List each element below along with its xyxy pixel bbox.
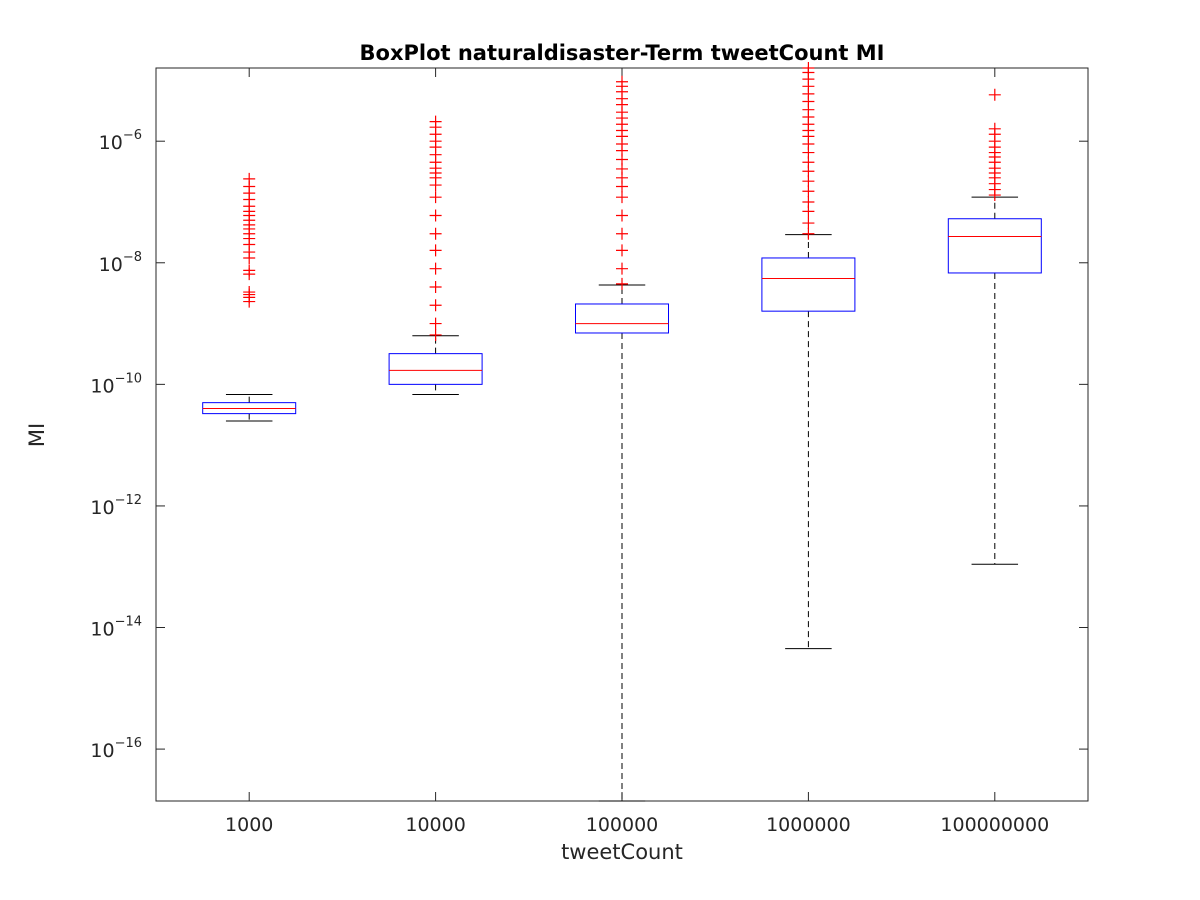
outlier-marker	[429, 328, 442, 341]
outlier-marker	[429, 317, 442, 330]
outlier-marker	[988, 122, 1001, 135]
outlier-marker	[616, 227, 628, 240]
box-iqr	[947, 218, 1042, 274]
y-tick-label: 10−14	[90, 615, 142, 641]
outlier-marker	[243, 264, 256, 277]
y-tick-label: 10−16	[90, 736, 142, 762]
outlier-marker	[616, 244, 628, 257]
outlier-marker	[616, 75, 628, 88]
outlier-marker	[616, 262, 628, 275]
outlier-marker	[802, 62, 815, 74]
outlier-marker	[429, 280, 442, 293]
outlier-marker	[429, 299, 442, 312]
outlier-marker	[243, 172, 256, 185]
box-group	[202, 172, 297, 422]
outlier-marker	[802, 185, 815, 198]
y-tick-label: 10−12	[90, 493, 142, 519]
x-tick-label: 100000000	[940, 814, 1049, 836]
axis-ticks: 10−16 10−14 10−12 10−10 10−8 10−6 1000 10000 100…	[90, 68, 1088, 836]
box-group	[388, 115, 483, 396]
outlier-marker	[616, 277, 628, 290]
x-tick-label: 1000000	[766, 814, 851, 836]
y-axis-label: MI	[25, 423, 49, 447]
outlier-marker	[616, 209, 628, 222]
outlier-marker	[429, 262, 442, 275]
outlier-marker	[802, 227, 815, 240]
x-axis-label: tweetCount	[561, 840, 683, 864]
outlier-marker	[429, 244, 442, 257]
box-series	[202, 62, 1042, 802]
box-iqr	[575, 303, 669, 334]
outlier-marker	[429, 191, 442, 204]
box-group	[575, 75, 669, 802]
chart-title: BoxPlot naturaldisaster-Term tweetCount …	[360, 41, 885, 65]
x-tick-label: 1000	[225, 814, 273, 836]
outlier-marker	[802, 195, 815, 208]
y-tick-label: 10−8	[99, 250, 142, 276]
outlier-marker	[802, 217, 815, 230]
x-tick-label: 100000	[586, 814, 659, 836]
box-group	[761, 62, 856, 650]
y-tick-label: 10−6	[99, 128, 142, 154]
box-group	[947, 88, 1042, 565]
box-iqr	[761, 257, 856, 312]
outlier-marker	[988, 88, 1001, 101]
y-tick-label: 10−10	[90, 371, 142, 397]
outlier-marker	[243, 286, 256, 299]
outlier-marker	[429, 115, 442, 128]
outlier-marker	[429, 209, 442, 222]
outlier-marker	[616, 191, 628, 204]
outlier-marker	[429, 227, 442, 240]
x-tick-label: 10000	[405, 814, 465, 836]
box-iqr	[388, 353, 483, 385]
